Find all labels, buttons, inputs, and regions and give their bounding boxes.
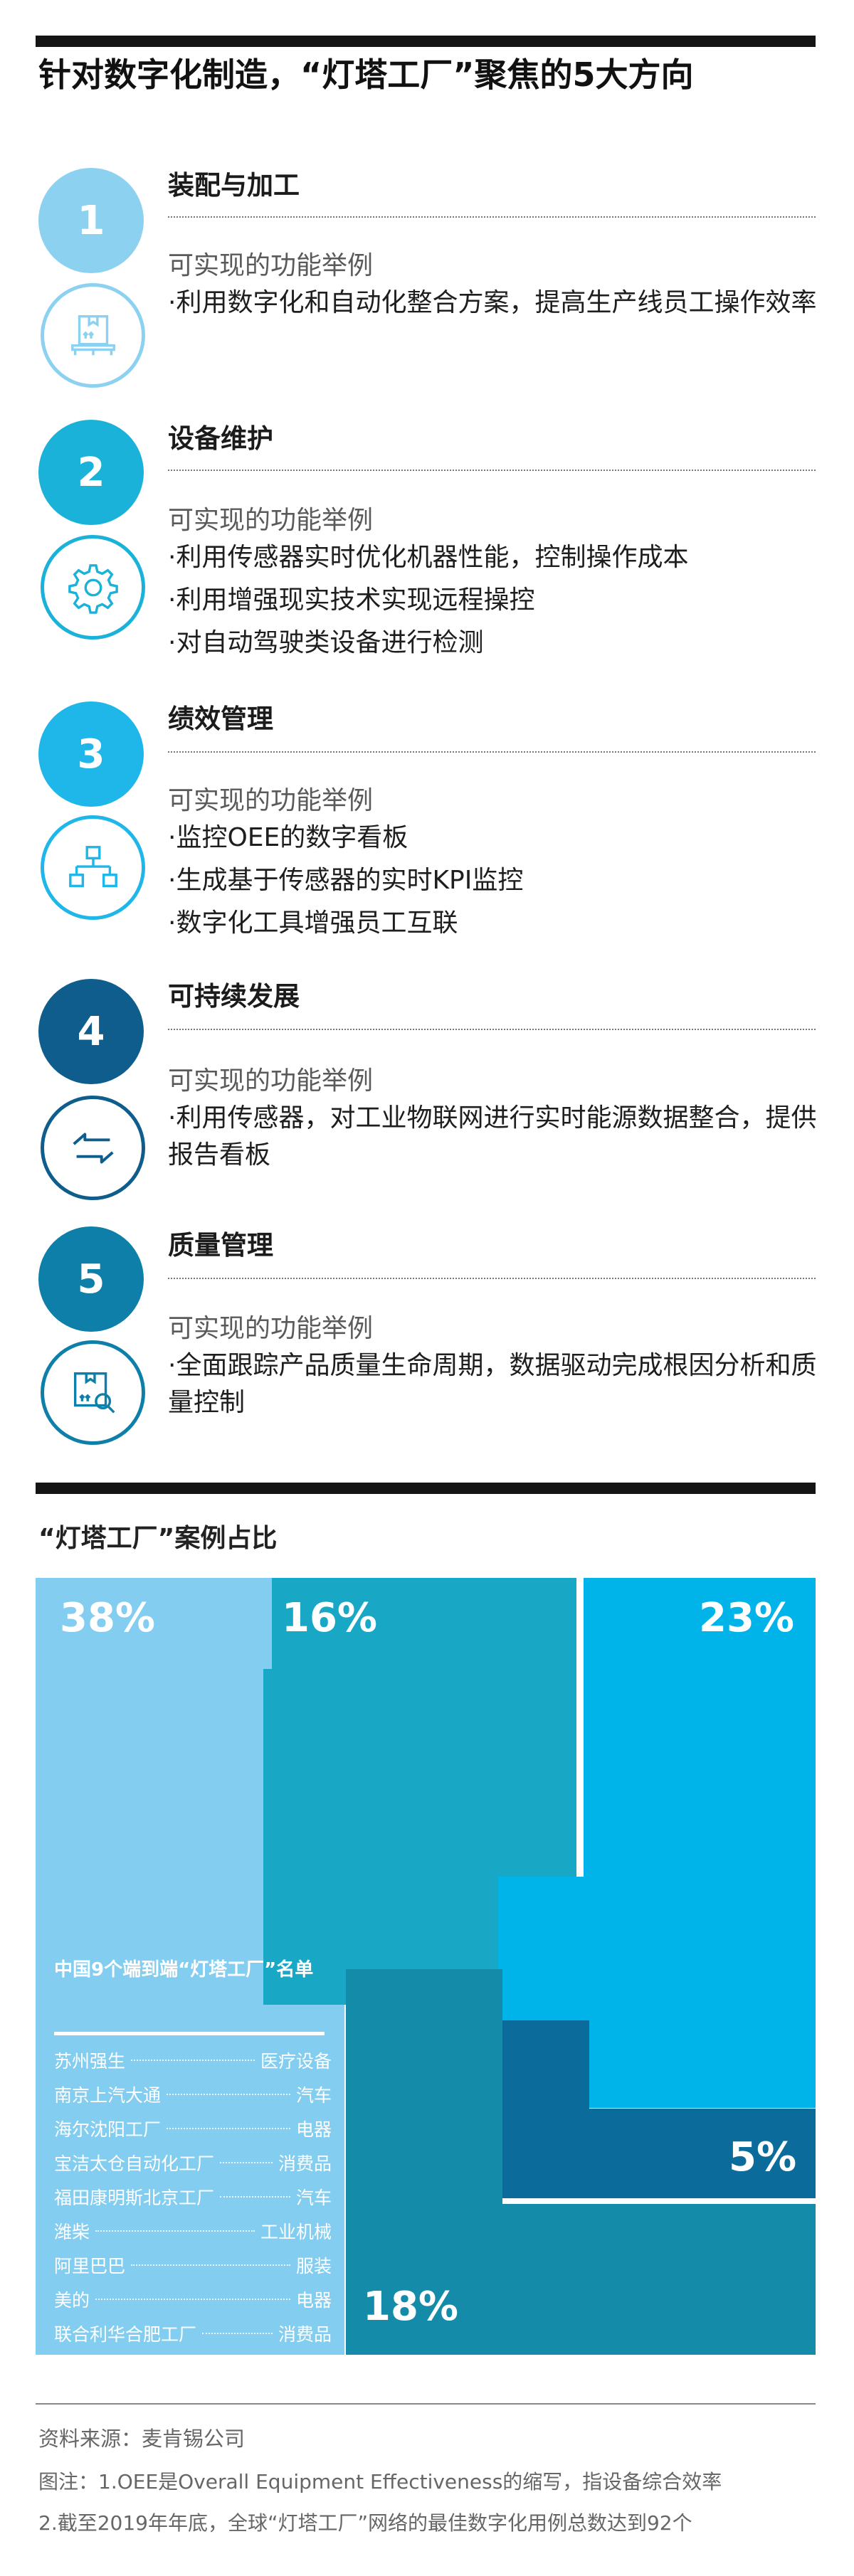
factory-list-item: 海尔沈阳工厂 电器	[54, 2114, 332, 2143]
section-number-badge: 2	[38, 420, 144, 525]
leader-dots	[220, 2196, 290, 2198]
factory-industry: 消费品	[278, 2324, 332, 2345]
treemap-block-18	[346, 1969, 816, 2355]
section-divider	[168, 751, 816, 753]
factory-company: 海尔沈阳工厂	[54, 2119, 162, 2140]
factory-industry: 服装	[295, 2256, 332, 2276]
section-title: 设备维护	[168, 423, 273, 454]
factory-industry: 汽车	[295, 2188, 332, 2208]
factory-industry: 电器	[295, 2290, 332, 2311]
section-bullet: ·生成基于传感器的实时KPI监控	[168, 866, 524, 895]
package-inspect-icon	[41, 1340, 145, 1445]
section-bullet: ·监控OEE的数字看板	[168, 823, 408, 852]
footer-note-1: 图注：1.OEE是Overall Equipment Effectiveness…	[38, 2470, 722, 2493]
factory-industry: 汽车	[295, 2085, 332, 2106]
top-rule	[36, 36, 816, 47]
section-title: 质量管理	[168, 1230, 273, 1261]
section-divider	[168, 216, 816, 218]
treemap-label-38: 38%	[60, 1595, 156, 1641]
factory-company: 联合利华合肥工厂	[54, 2324, 197, 2345]
factory-company: 美的	[54, 2290, 90, 2311]
factory-list-item: 潍柴 工业机械	[54, 2217, 332, 2245]
factory-company: 福田康明斯北京工厂	[54, 2188, 215, 2208]
gear-icon	[41, 535, 145, 640]
section-subtitle: 可实现的功能举例	[168, 786, 374, 815]
leader-dots	[95, 2230, 255, 2232]
section-title: 可持续发展	[168, 981, 300, 1012]
treemap-block-23	[498, 1578, 816, 2108]
hierarchy-icon	[41, 815, 145, 920]
factory-list-item: 联合利华合肥工厂 消费品	[54, 2319, 332, 2348]
factory-company: 南京上汽大通	[54, 2085, 162, 2106]
factory-list-item: 美的 电器	[54, 2285, 332, 2313]
section-subtitle: 可实现的功能举例	[168, 1066, 374, 1096]
section-subtitle: 可实现的功能举例	[168, 1314, 374, 1343]
treemap-label-16: 16%	[282, 1595, 378, 1641]
treemap-label-18: 18%	[363, 2284, 459, 2330]
section-bullet: ·数字化工具增强员工互联	[168, 908, 458, 938]
factory-industry: 工业机械	[260, 2222, 332, 2242]
factory-list-item: 宝洁太仓自动化工厂 消费品	[54, 2148, 332, 2177]
section-number-badge: 1	[38, 168, 144, 273]
factory-list-item: 阿里巴巴 服装	[54, 2251, 332, 2279]
section-bullet: ·利用增强现实技术实现远程操控	[168, 585, 535, 615]
section-bullet: ·利用传感器，对工业物联网进行实时能源数据整合，提供报告看板	[168, 1103, 817, 1170]
factory-list-rule	[54, 2032, 325, 2035]
factory-company: 阿里巴巴	[54, 2256, 126, 2276]
section-number-badge: 3	[38, 701, 144, 807]
leader-dots	[167, 2094, 290, 2095]
page-title: 针对数字化制造，“灯塔工厂”聚焦的5大方向	[38, 55, 694, 94]
treemap-label-5: 5%	[729, 2134, 797, 2180]
leader-dots	[131, 2060, 255, 2061]
factory-industry: 电器	[295, 2119, 332, 2140]
leader-dots	[167, 2128, 290, 2129]
section-divider	[168, 1029, 816, 1030]
section-title: 装配与加工	[168, 170, 300, 201]
leader-dots	[95, 2299, 290, 2300]
section-number-badge: 5	[38, 1226, 144, 1332]
section-bullet: ·全面跟踪产品质量生命周期，数据驱动完成根因分析和质量控制	[168, 1351, 817, 1417]
package-icon	[41, 283, 145, 388]
section-bullet: ·利用数字化和自动化整合方案，提高生产线员工操作效率	[168, 288, 817, 317]
factory-industry: 消费品	[278, 2153, 332, 2174]
treemap-block-5	[502, 2020, 816, 2198]
leader-dots	[131, 2264, 290, 2266]
section-number-badge: 4	[38, 979, 144, 1084]
factory-list-title: 中国9个端到端“灯塔工厂”名单	[54, 1959, 314, 1981]
factory-company: 宝洁太仓自动化工厂	[54, 2153, 215, 2174]
exchange-arrows-icon	[41, 1096, 145, 1200]
factory-list-item: 苏州强生 医疗设备	[54, 2046, 332, 2074]
section-subtitle: 可实现的功能举例	[168, 506, 374, 535]
leader-dots	[220, 2162, 273, 2163]
footer-source: 资料来源：麦肯锡公司	[38, 2427, 246, 2451]
factory-list-item: 南京上汽大通 汽车	[54, 2080, 332, 2109]
footer-note-2: 2.截至2019年年底，全球“灯塔工厂”网络的最佳数字化用例总数达到92个	[38, 2511, 692, 2535]
section-bullet: ·对自动驾驶类设备进行检测	[168, 628, 484, 657]
footer-rule	[36, 2403, 816, 2405]
leader-dots	[202, 2333, 273, 2334]
factory-company: 苏州强生	[54, 2051, 126, 2072]
section-title: 绩效管理	[168, 704, 273, 734]
section-divider	[168, 470, 816, 471]
section-subtitle: 可实现的功能举例	[168, 251, 374, 280]
chart-title: “灯塔工厂”案例占比	[38, 1524, 278, 1553]
divider-rule	[36, 1483, 816, 1494]
factory-company: 潍柴	[54, 2222, 90, 2242]
section-divider	[168, 1278, 816, 1279]
section-bullet: ·利用传感器实时优化机器性能，控制操作成本	[168, 543, 689, 572]
treemap-label-23: 23%	[699, 1595, 795, 1641]
factory-list-item: 福田康明斯北京工厂 汽车	[54, 2183, 332, 2211]
factory-industry: 医疗设备	[260, 2051, 332, 2072]
